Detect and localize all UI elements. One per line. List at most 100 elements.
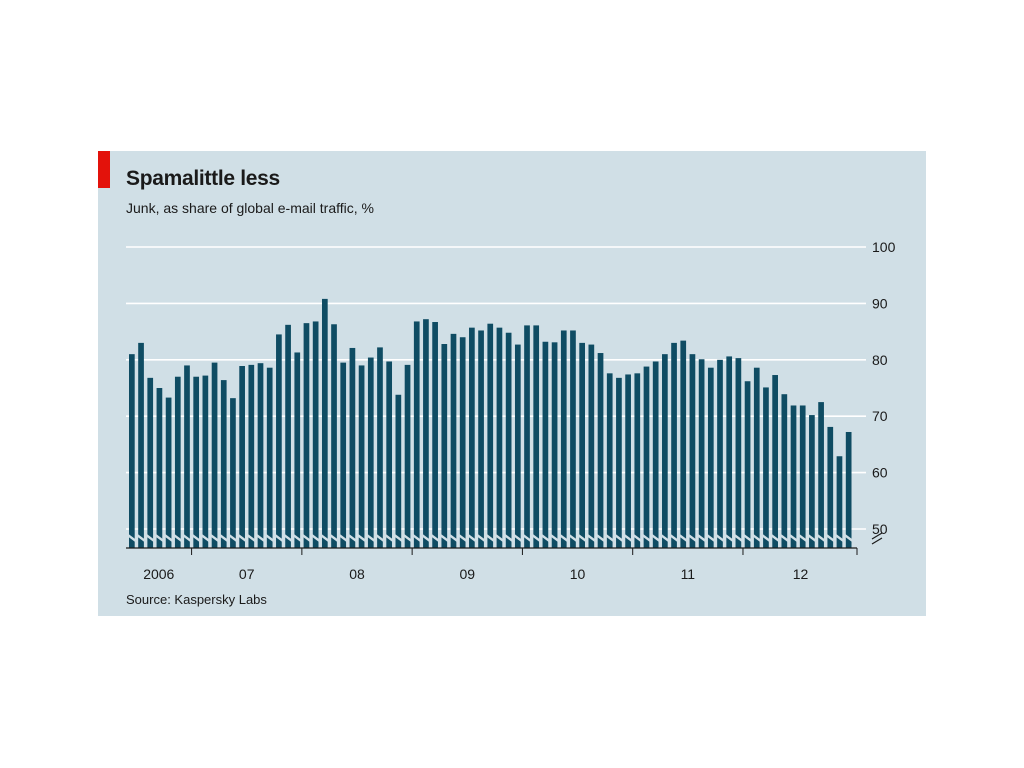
bar bbox=[358, 365, 365, 548]
bar bbox=[735, 358, 742, 548]
bar bbox=[671, 342, 677, 548]
bar bbox=[588, 344, 595, 548]
bar bbox=[827, 426, 834, 548]
bar bbox=[606, 373, 613, 548]
bar-break bbox=[799, 534, 807, 542]
bar-break bbox=[468, 534, 476, 542]
bar bbox=[413, 321, 420, 548]
bar-break bbox=[780, 534, 788, 542]
bar bbox=[285, 324, 291, 548]
bar bbox=[836, 456, 843, 548]
bar-break bbox=[275, 534, 283, 542]
bar bbox=[294, 352, 301, 548]
bar-break bbox=[459, 534, 467, 542]
x-tick-label: 09 bbox=[459, 566, 475, 582]
y-tick-label: 60 bbox=[872, 465, 888, 481]
bar-break bbox=[532, 534, 540, 542]
bar-break bbox=[624, 534, 632, 542]
bar bbox=[174, 376, 181, 548]
bar bbox=[652, 361, 659, 548]
bar bbox=[165, 397, 172, 548]
bar-break bbox=[312, 534, 319, 542]
bar bbox=[441, 344, 448, 548]
bar-break bbox=[753, 534, 761, 542]
bar-break bbox=[661, 534, 669, 542]
bar bbox=[331, 324, 337, 548]
bar-break bbox=[845, 534, 853, 542]
bar-break bbox=[450, 534, 457, 542]
bar-break bbox=[707, 534, 715, 542]
bar bbox=[845, 431, 852, 548]
red-accent-bar bbox=[98, 151, 110, 188]
bar bbox=[367, 357, 374, 548]
bar-break bbox=[505, 534, 512, 542]
bar bbox=[570, 330, 576, 548]
bar-break bbox=[808, 534, 816, 542]
bar bbox=[707, 367, 714, 548]
bar bbox=[276, 334, 282, 548]
y-tick-label: 100 bbox=[872, 239, 896, 255]
bar-break bbox=[330, 534, 338, 542]
bar-break bbox=[486, 534, 494, 542]
bar-break bbox=[192, 534, 200, 542]
bar-break bbox=[165, 534, 172, 542]
chart-subtitle: Junk, as share of global e-mail traffic,… bbox=[126, 200, 374, 216]
bar-break bbox=[247, 534, 255, 542]
bar bbox=[211, 362, 218, 548]
bar bbox=[579, 342, 586, 548]
bar bbox=[138, 342, 144, 548]
bar-break bbox=[523, 534, 531, 542]
bar-break bbox=[587, 534, 595, 542]
bar bbox=[478, 330, 484, 548]
bar bbox=[349, 347, 356, 548]
bar-break bbox=[229, 534, 237, 542]
y-tick-label: 90 bbox=[872, 295, 888, 311]
bar-break bbox=[349, 534, 356, 542]
bar bbox=[524, 325, 530, 548]
bar bbox=[184, 365, 190, 548]
bar bbox=[505, 332, 512, 548]
bar bbox=[129, 354, 135, 548]
chart-panel: Spamalittle less Junk, as share of globa… bbox=[98, 151, 926, 616]
bar-break bbox=[560, 534, 568, 542]
bar bbox=[230, 398, 236, 548]
bar bbox=[772, 375, 778, 548]
bar-break bbox=[606, 534, 614, 542]
bar bbox=[643, 366, 650, 548]
bar bbox=[386, 361, 393, 548]
bar-break bbox=[395, 534, 402, 542]
bar bbox=[698, 359, 705, 548]
y-tick-label: 80 bbox=[872, 352, 888, 368]
bar-break bbox=[542, 534, 549, 542]
bar bbox=[753, 367, 760, 548]
bar-break bbox=[790, 534, 797, 542]
bar-break bbox=[220, 534, 228, 542]
bar bbox=[321, 298, 328, 548]
bar-break bbox=[569, 534, 577, 542]
bar bbox=[514, 344, 521, 548]
bar-break bbox=[137, 534, 145, 542]
bar-break bbox=[202, 534, 209, 542]
bar-break bbox=[826, 534, 834, 542]
bar bbox=[377, 347, 383, 548]
bar bbox=[423, 319, 429, 548]
bar bbox=[634, 373, 641, 548]
bar-break bbox=[339, 534, 347, 542]
bar-break bbox=[633, 534, 641, 542]
bar-break bbox=[716, 534, 724, 542]
bar bbox=[450, 333, 457, 548]
bar-break bbox=[744, 534, 751, 542]
bar-break bbox=[670, 534, 678, 542]
bar-break bbox=[689, 534, 696, 542]
bar bbox=[459, 337, 466, 548]
x-tick-label: 07 bbox=[239, 566, 255, 582]
bar-break bbox=[128, 534, 136, 542]
bar bbox=[560, 330, 567, 548]
y-tick-label: 50 bbox=[872, 521, 888, 537]
bar-break bbox=[725, 534, 733, 542]
bar-chart: 100 90 80 70 60 50 2006 07 08 09 10 11 12 bbox=[126, 239, 896, 582]
bar-break bbox=[367, 534, 375, 542]
bar-break bbox=[257, 534, 264, 542]
chart-title: Spamalittle less bbox=[126, 167, 280, 190]
bar bbox=[248, 364, 255, 548]
